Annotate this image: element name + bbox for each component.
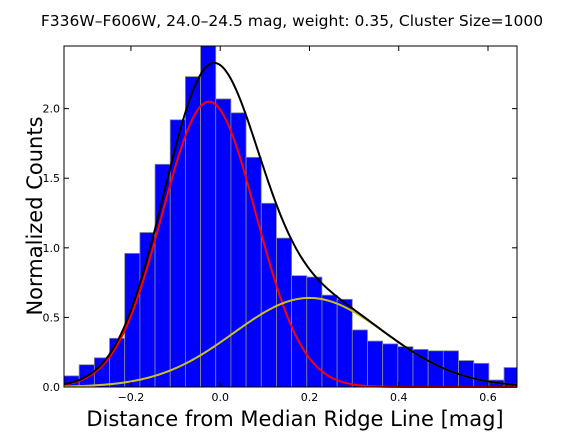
histogram-bar xyxy=(245,156,262,388)
y-tick-label: 2.0 xyxy=(43,103,61,116)
histogram-bar xyxy=(93,357,110,388)
x-tick-label: 0.6 xyxy=(479,391,497,404)
histogram-bar xyxy=(260,202,277,388)
x-axis-label: Distance from Median Ridge Line [mag] xyxy=(86,407,503,431)
axis-ticks: −0.2 0.0 0.2 0.4 0.6 0.0 0.5 1.0 1.5 2.0 xyxy=(43,46,517,404)
y-tick-label: 0.5 xyxy=(43,311,61,324)
histogram-bar xyxy=(427,350,444,388)
histogram-bar xyxy=(351,329,368,388)
histogram-bar xyxy=(367,340,384,388)
histogram-bar xyxy=(184,76,201,388)
histogram-bar xyxy=(397,346,414,388)
histogram-bar xyxy=(276,237,293,388)
x-tick-label: 0.2 xyxy=(301,391,319,404)
y-axis-label: Normalized Counts xyxy=(23,116,47,315)
histogram-bar xyxy=(336,298,353,388)
x-tick-label: 0.4 xyxy=(390,391,408,404)
histogram-bar xyxy=(412,349,429,388)
x-tick-label: −0.2 xyxy=(118,391,145,404)
axes-frame xyxy=(63,45,518,388)
combined-fit-curve xyxy=(63,61,518,386)
histogram-bars xyxy=(63,45,518,388)
chart-title: F336W–F606W, 24.0–24.5 mag, weight: 0.35… xyxy=(41,12,543,30)
histogram-bar xyxy=(382,343,399,388)
histogram-bar xyxy=(473,362,490,388)
y-tick-label: 0.0 xyxy=(43,381,61,394)
y-tick-label: 1.0 xyxy=(43,242,61,255)
y-tick-label: 1.5 xyxy=(43,172,61,185)
x-tick-label: 0.0 xyxy=(211,391,229,404)
histogram-bar xyxy=(200,45,217,388)
